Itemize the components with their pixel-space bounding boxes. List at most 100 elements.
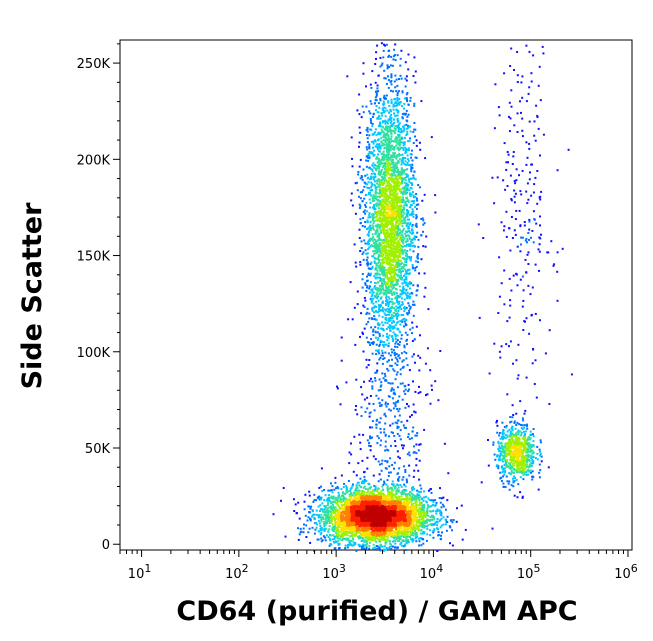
- event-dot: [410, 282, 413, 285]
- event-dot: [383, 164, 386, 167]
- event-dot: [373, 286, 376, 289]
- event-dot: [372, 242, 375, 244]
- event-dot: [391, 185, 394, 188]
- event-dot: [526, 461, 529, 464]
- event-dot: [392, 229, 395, 232]
- event-dot: [398, 254, 401, 257]
- event-dot: [526, 469, 529, 472]
- event-dot: [510, 289, 513, 292]
- event-dot: [538, 65, 541, 68]
- event-dot: [359, 477, 362, 480]
- event-dot: [401, 158, 404, 161]
- event-dot: [358, 489, 361, 492]
- event-dot: [408, 268, 411, 271]
- event-dot: [383, 357, 386, 360]
- event-dot: [402, 171, 405, 174]
- event-dot: [426, 518, 429, 521]
- event-dot: [405, 293, 408, 296]
- event-dot: [374, 231, 377, 234]
- event-dot: [391, 422, 394, 425]
- event-dot: [384, 77, 387, 80]
- event-dot: [380, 284, 383, 287]
- event-dot: [386, 196, 389, 199]
- event-dot: [518, 430, 521, 433]
- event-dot: [363, 239, 366, 242]
- event-dot: [526, 156, 529, 159]
- event-dot: [330, 543, 333, 546]
- event-dot: [528, 438, 531, 441]
- event-dot: [419, 148, 422, 151]
- event-dot: [399, 57, 402, 60]
- event-dot: [380, 296, 383, 299]
- event-dot: [374, 212, 377, 215]
- event-dot: [508, 472, 511, 475]
- event-dot: [540, 455, 543, 458]
- event-dot: [521, 117, 524, 120]
- event-dot: [371, 197, 374, 200]
- event-dot: [423, 428, 426, 431]
- event-dot: [547, 251, 550, 254]
- event-dot: [387, 118, 390, 121]
- event-dot: [374, 296, 377, 299]
- event-dot: [374, 488, 377, 491]
- event-dot: [366, 286, 368, 289]
- event-dot: [386, 109, 389, 112]
- event-dot: [375, 93, 378, 95]
- event-dot: [304, 514, 307, 517]
- event-dot: [378, 358, 381, 361]
- event-dot: [411, 228, 413, 231]
- event-dot: [383, 292, 386, 294]
- event-dot: [372, 162, 375, 165]
- event-dot: [396, 339, 399, 342]
- event-dot: [391, 161, 394, 164]
- event-dot: [317, 520, 320, 523]
- event-dot: [406, 184, 409, 187]
- event-dot: [406, 257, 408, 260]
- event-dot: [370, 301, 373, 304]
- event-dot: [528, 228, 531, 231]
- event-dot: [506, 480, 509, 483]
- event-dot: [439, 501, 442, 504]
- event-dot: [402, 178, 405, 181]
- event-dot: [403, 169, 405, 172]
- event-dot: [310, 505, 313, 508]
- event-dot: [398, 330, 401, 333]
- event-dot: [374, 128, 377, 131]
- event-dot: [391, 177, 394, 180]
- event-dot: [398, 263, 401, 265]
- event-dot: [496, 424, 499, 427]
- event-dot: [368, 212, 371, 215]
- event-dot: [371, 206, 374, 209]
- event-dot: [494, 458, 497, 461]
- event-dot: [374, 208, 377, 210]
- event-dot: [311, 510, 314, 513]
- event-dot: [377, 349, 380, 352]
- event-dot: [386, 146, 389, 149]
- event-dot: [406, 100, 409, 103]
- event-dot: [374, 131, 376, 134]
- event-dot: [518, 470, 521, 473]
- event-dot: [530, 80, 533, 83]
- event-dot: [345, 486, 348, 489]
- event-dot: [401, 382, 404, 385]
- event-dot: [412, 174, 415, 177]
- event-dot: [381, 177, 384, 179]
- event-dot: [333, 511, 335, 514]
- event-dot: [398, 407, 401, 410]
- event-dot: [356, 181, 358, 184]
- event-dot: [352, 491, 355, 494]
- event-dot: [531, 452, 534, 455]
- event-dot: [365, 336, 368, 339]
- event-dot: [366, 173, 369, 176]
- event-dot: [307, 516, 310, 519]
- event-dot: [505, 210, 508, 213]
- event-dot: [377, 102, 380, 105]
- event-dot: [430, 499, 433, 502]
- event-dot: [399, 295, 402, 298]
- event-dot: [394, 186, 397, 189]
- event-dot: [410, 177, 413, 180]
- event-dot: [332, 526, 335, 528]
- event-dot: [371, 170, 374, 172]
- event-dot: [421, 521, 424, 524]
- event-dot: [391, 294, 394, 296]
